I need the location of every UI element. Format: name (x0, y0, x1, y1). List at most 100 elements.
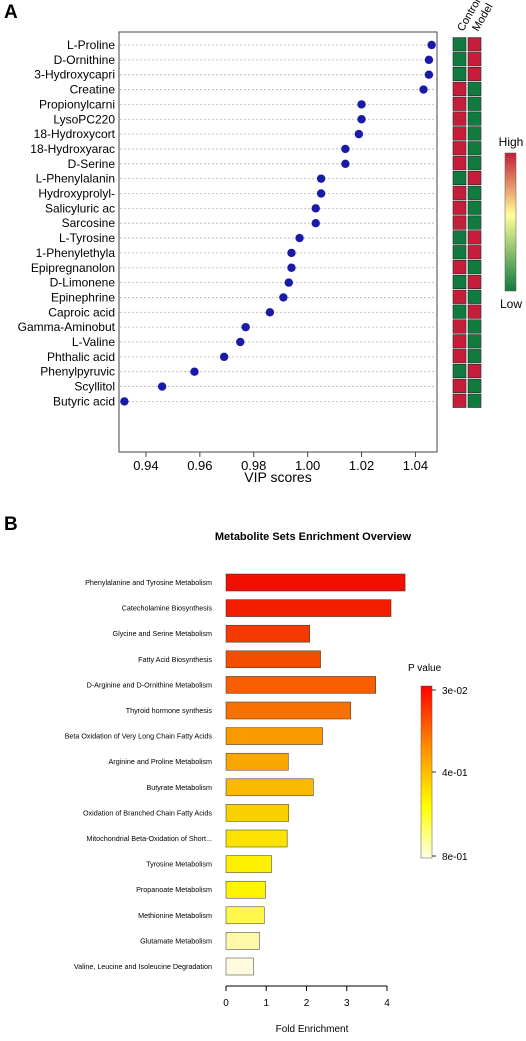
dotplot-x-tick-label: 1.04 (403, 458, 428, 473)
enrichment-pathway-label: D-Arginine and D-Ornithine Metabolism (87, 680, 212, 689)
dotplot-point (311, 204, 320, 213)
heatmap-legend-high: High (499, 135, 524, 149)
heatmap-cell (467, 260, 482, 275)
dotplot-metabolite-label: Gamma-Aminobut (18, 320, 116, 334)
heatmap-cell (467, 245, 482, 260)
heatmap-cell (467, 126, 482, 141)
dotplot-metabolite-label: 18-Hydroxycort (34, 127, 116, 141)
dotplot-point (287, 263, 296, 272)
dotplot-metabolite-label: L-Phenylalanin (36, 172, 115, 186)
enrichment-bar (225, 624, 310, 643)
dotplot-point (190, 367, 199, 376)
heatmap-cell (467, 393, 482, 408)
enrichment-bar (225, 701, 352, 720)
heatmap-cell (467, 170, 482, 186)
pvalue-colorbar-tick-label: 8e-01 (442, 852, 468, 863)
dotplot-point (316, 189, 326, 198)
dotplot-metabolite-label: Scyllitol (74, 380, 115, 394)
dotplot-point (236, 337, 245, 347)
dotplot-metabolite-label: Sarcosine (62, 216, 116, 230)
heatmap-cell (452, 260, 467, 275)
heatmap-cell (467, 156, 482, 171)
dotplot-point (316, 174, 326, 183)
dotplot-metabolite-label: Phthalic acid (47, 350, 115, 364)
heatmap-cell (467, 334, 482, 349)
dotplot-point (265, 308, 275, 317)
heatmap-cell (467, 319, 482, 334)
enrichment-pathway-label: Methionine Metabolism (138, 911, 212, 920)
heatmap-color-legend: High Low (499, 135, 524, 311)
dotplot-metabolite-label: Hydroxyprolyl- (38, 187, 115, 201)
dotplot-metabolite-label: Creatine (70, 83, 116, 97)
dotplot-x-axis-title: VIP scores (244, 469, 311, 485)
heatmap-cell (467, 81, 482, 96)
dotplot-metabolite-label: Caproic acid (48, 305, 115, 319)
heatmap-cell (467, 37, 482, 52)
dotplot-metabolite-label: Salicyluric ac (45, 201, 115, 215)
heatmap-cell (467, 230, 482, 245)
enrichment-pathway-label: Glycine and Serine Metabolism (113, 629, 212, 638)
dotplot-x-tick-label: 1.00 (295, 458, 320, 473)
enrichment-pathway-label: Beta Oxidation of Very Long Chain Fatty … (65, 732, 213, 741)
enrichment-x-tick-label: 3 (344, 998, 350, 1009)
heatmap-cell (452, 245, 467, 260)
dotplot-point (424, 55, 434, 65)
dotplot-gridlines (120, 44, 436, 402)
enrichment-x-ticks: 0 1 2 3 4 (223, 986, 390, 1009)
enrichment-pathway-label: Fatty Acid Biosynthesis (138, 655, 212, 664)
dotplot-metabolite-label: D-Serine (68, 157, 116, 171)
dotplot-x-tick-label: 0.96 (187, 458, 212, 473)
heatmap-cell (467, 96, 482, 111)
enrichment-bar (225, 932, 260, 950)
heatmap-cell (467, 378, 482, 393)
dotplot-metabolite-label: L-Proline (67, 38, 115, 52)
heatmap-cell (452, 393, 467, 408)
heatmap-cell (467, 111, 482, 126)
dotplot-point (311, 219, 320, 228)
enrichment-x-tick-label: 1 (263, 998, 269, 1009)
panel-b-label: B (4, 514, 18, 535)
heatmap-cell (452, 67, 467, 82)
heatmap-cell (467, 363, 482, 379)
enrichment-pathway-label: Phenylalanine and Tyrosine Metabolism (85, 578, 212, 587)
dotplot-metabolite-label: Epipregnanolon (31, 261, 115, 275)
heatmap-cell (452, 378, 467, 393)
heatmap-cell (467, 274, 482, 290)
heatmap-cell (452, 156, 467, 171)
dotplot-point (341, 159, 350, 168)
heatmap-cell (452, 126, 467, 141)
heatmap-cell (452, 52, 467, 67)
dotplot-x-tick-label: 0.94 (133, 458, 158, 473)
heatmap-cell (467, 141, 482, 156)
dotplot-point (427, 40, 436, 50)
heatmap-cell (452, 141, 467, 156)
dotplot-metabolite-label: Propionylcarni (39, 97, 115, 111)
dotplot-point (419, 85, 428, 94)
dotplot-metabolite-label: Epinephrine (51, 290, 115, 304)
heatmap-cell (452, 81, 467, 96)
heatmap-cell (452, 96, 467, 111)
enrichment-x-axis-title: Fold Enrichment (276, 1024, 349, 1035)
enrichment-pathway-label: Butyrate Metabolism (146, 783, 212, 792)
dotplot-point (157, 382, 167, 391)
dotplot-metabolite-label: Butyric acid (53, 394, 115, 408)
heatmap-legend-low: Low (500, 297, 522, 311)
enrichment-bars (225, 573, 406, 976)
enrichment-pathway-label: Glutamate Metabolism (140, 936, 212, 945)
enrichment-pathway-label: Arginine and Proline Metabolism (109, 757, 212, 766)
dotplot-point (287, 248, 296, 258)
dotplot-point (357, 115, 366, 124)
heatmap-cell (467, 215, 482, 230)
enrichment-bar (225, 573, 406, 592)
heatmap-cell (452, 349, 467, 364)
enrichment-pathway-label: Catecholamine Biosynthesis (122, 604, 213, 613)
enrichment-bar (225, 855, 272, 873)
pvalue-colorbar: P value 3e-02 4e-01 8e-01 (408, 663, 468, 863)
heatmap-cell (467, 200, 482, 215)
enrichment-bar (225, 880, 266, 899)
heatmap-cell (452, 215, 467, 230)
enrichment-x-tick-label: 0 (223, 998, 229, 1009)
dotplot-metabolite-label: L-Tyrosine (59, 231, 115, 245)
enrichment-pathway-labels: Phenylalanine and Tyrosine Metabolism Cat… (65, 578, 213, 971)
